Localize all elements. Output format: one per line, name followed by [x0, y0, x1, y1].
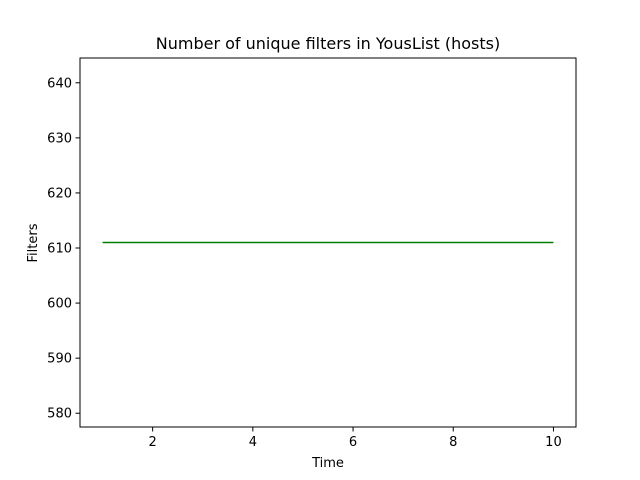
y-axis-ticks: 580 590 600 610 620 630 640 [47, 76, 80, 421]
y-tick-label: 630 [47, 131, 72, 146]
x-axis-label: Time [311, 456, 344, 471]
y-tick-label: 590 [47, 352, 72, 367]
y-tick-label: 620 [47, 186, 72, 201]
x-tick-label: 8 [449, 435, 457, 450]
y-tick-label: 610 [47, 242, 72, 257]
y-tick-label: 580 [47, 407, 72, 422]
x-tick-label: 10 [545, 435, 562, 450]
x-tick-label: 4 [249, 435, 257, 450]
y-axis-label: Filters [26, 223, 41, 262]
x-tick-label: 6 [349, 435, 357, 450]
y-tick-label: 600 [47, 297, 72, 312]
y-tick-label: 640 [47, 76, 72, 91]
chart-title: Number of unique filters in YousList (ho… [156, 34, 500, 53]
x-tick-label: 2 [149, 435, 157, 450]
x-axis-ticks: 2 4 6 8 10 [149, 427, 562, 450]
